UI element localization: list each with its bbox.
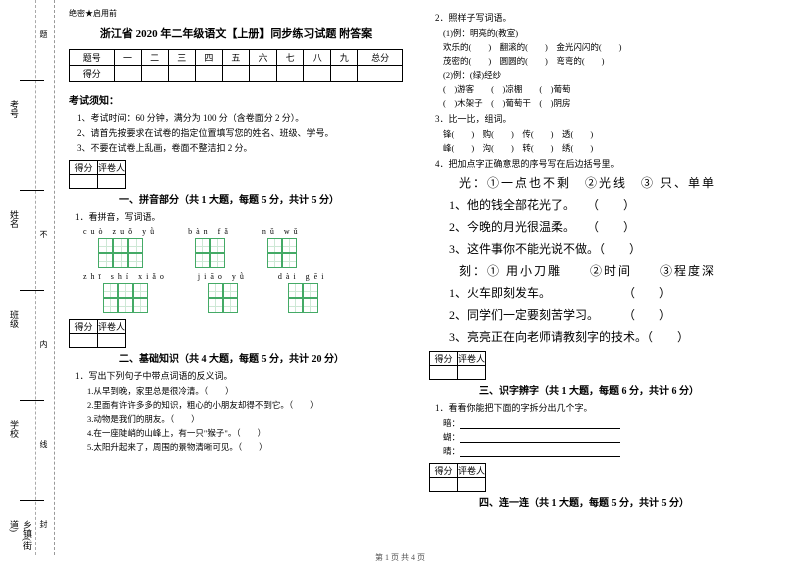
scorer-box: 得分评卷人 (429, 463, 486, 492)
sub-item: 茂密的( ) 圆圆的( ) 弯弯的( ) (443, 55, 763, 67)
fill-line: 蝴： (443, 431, 763, 443)
sub-item: 2.里面有许许多多的知识，粗心的小朋友却得不到它。（ ） (87, 399, 403, 411)
sub-item: 欢乐的( ) 翻滚的( ) 金光闪闪的( ) (443, 41, 763, 53)
question: 4．把加点字正确意思的序号写在后边括号里。 (435, 157, 763, 170)
notice: 1、考试时间：60 分钟，满分为 100 分（含卷面分 2 分）。 (77, 111, 403, 124)
page-footer: 第 1 页 共 4 页 (0, 552, 800, 563)
fill-line: 暗： (443, 417, 763, 429)
sub-item: 5.太阳升起来了，周围的景物清晰可见。（ ） (87, 441, 403, 453)
scorer-box: 得分评卷人 (69, 160, 126, 189)
sub-item: ( )游客 ( )凉棚 ( )葡萄 (443, 83, 763, 95)
bind-label: 乡镇(街道) (8, 520, 34, 555)
question: 1．看拼音，写词语。 (75, 210, 403, 223)
left-column: 绝密★启用前 浙江省 2020 年二年级语文【上册】同步练习试题 附答案 题号 … (55, 0, 415, 555)
pinyin-row: zhī shí xiǎo jiāo yǜ dài gēi (83, 272, 403, 313)
bind-label: 学校 (8, 420, 21, 438)
question: 3．比一比，组词。 (435, 112, 763, 125)
section-3-heading: 三、识字辨字（共 1 大题，每题 6 分，共计 6 分） (479, 382, 763, 397)
scorer-box: 得分评卷人 (69, 319, 126, 348)
answer-line: 2、同学们一定要刻苦学习。 （ ） (449, 306, 763, 323)
bind-label: 班级 (8, 310, 21, 328)
sub-item: (1)例：明亮的(教室) (443, 27, 763, 39)
section-4-heading: 四、连一连（共 1 大题，每题 5 分，共计 5 分） (479, 494, 763, 509)
binding-margin: 乡镇(街道) 学校 班级 姓名 考号 题 不 内 线 封 (0, 0, 55, 555)
sub-item: 3.动物是我们的朋友。（ ） (87, 413, 403, 425)
score-table: 题号 一 二 三 四 五 六 七 八 九 总分 得分 (69, 49, 403, 82)
sub-item: 锋( ) 购( ) 传( ) 透( ) (443, 128, 763, 140)
confidential-tag: 绝密★启用前 (69, 8, 403, 19)
pinyin-row: cuò zuǒ yǜ bàn fǎ nǔ wǔ (83, 227, 403, 268)
answer-line: 1、火车即刻发车。 （ ） (449, 284, 763, 301)
scorer-box: 得分评卷人 (429, 351, 486, 380)
sub-item: ( )木架子 ( )葡萄干 ( )阴房 (443, 97, 763, 109)
option-row: 刻：① 用小刀雕 ②时间 ③程度深 (459, 262, 763, 279)
sub-item: (2)例：(绿)经纱 (443, 69, 763, 81)
bind-label: 考号 (8, 100, 21, 118)
option-row: 光：①一点也不剩 ②光线 ③ 只、单单 (459, 174, 763, 191)
answer-line: 3、这件事你不能光说不做。（ ） (449, 240, 763, 257)
fill-line: 晴： (443, 445, 763, 457)
answer-line: 1、他的钱全部花光了。 （ ） (449, 196, 763, 213)
right-column: 2．照样子写词语。 (1)例：明亮的(教室) 欢乐的( ) 翻滚的( ) 金光闪… (415, 0, 775, 555)
section-1-heading: 一、拼音部分（共 1 大题，每题 5 分，共计 5 分） (119, 191, 403, 206)
bind-label: 姓名 (8, 210, 21, 228)
question: 1．写出下列句子中带点词语的反义词。 (75, 369, 403, 382)
answer-line: 3、亮亮正在向老师请教刻字的技术。（ ） (449, 328, 763, 345)
notice: 2、请首先按要求在试卷的指定位置填写您的姓名、班级、学号。 (77, 126, 403, 139)
question: 2．照样子写词语。 (435, 11, 763, 24)
notice: 3、不要在试卷上乱画，卷面不整洁扣 2 分。 (77, 141, 403, 154)
section-2-heading: 二、基础知识（共 4 大题，每题 5 分，共计 20 分） (119, 350, 403, 365)
sub-item: 4.在一座陡峭的山峰上，有一只"猴子"。（ ） (87, 427, 403, 439)
sub-item: 1.从早到晚，家里总是很冷清。（ ） (87, 385, 403, 397)
question: 1．看看你能把下面的字拆分出几个字。 (435, 401, 763, 414)
exam-title: 浙江省 2020 年二年级语文【上册】同步练习试题 附答案 (69, 25, 403, 41)
answer-line: 2、今晚的月光很温柔。 （ ） (449, 218, 763, 235)
exam-page: 乡镇(街道) 学校 班级 姓名 考号 题 不 内 线 封 绝密★启用前 浙江省 … (0, 0, 800, 555)
sub-item: 峰( ) 沟( ) 转( ) 绣( ) (443, 142, 763, 154)
notice-heading: 考试须知： (69, 92, 403, 107)
